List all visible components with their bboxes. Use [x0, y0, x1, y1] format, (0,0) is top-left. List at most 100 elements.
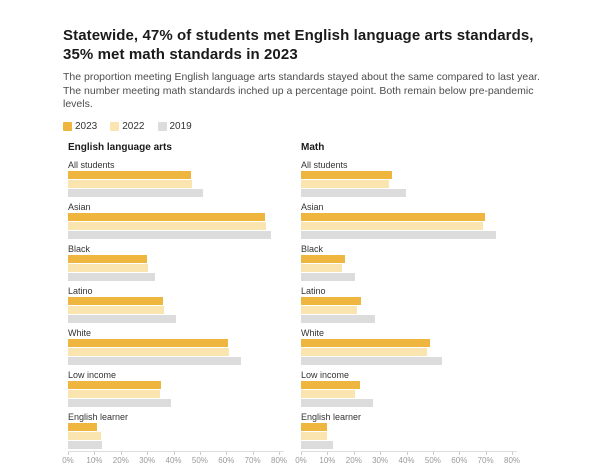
x-axis-tick: [301, 451, 302, 455]
chart-math-header: Math: [301, 141, 325, 153]
bar-group-black: Black: [68, 244, 286, 281]
chart-english-language-arts: English language arts All students Asian B…: [62, 141, 287, 468]
bar-latino-2023: [301, 296, 361, 305]
x-axis-tick-label: 0%: [295, 455, 307, 465]
chart-subtitle: The proportion meeting English language …: [63, 71, 540, 110]
bar-group-low-income: Low income: [301, 370, 519, 407]
bar-asian-2023: [68, 212, 265, 221]
chart-math-bars: All students Asian Black Latino White Low inc…: [301, 160, 519, 449]
x-axis-tick-label: 50%: [191, 455, 208, 465]
bar-group-all-students: All students: [301, 160, 519, 197]
x-axis-tick-label: 0%: [62, 455, 74, 465]
bar-latino-2022: [301, 305, 358, 314]
x-axis-tick: [353, 451, 355, 455]
category-label-latino: Latino: [68, 285, 93, 296]
bar-asian-2019: [301, 230, 497, 239]
chart-english-language-arts-bars: All students Asian Black Latino White Low inc…: [68, 160, 286, 449]
chart-english-language-arts-x-axis: 0% 10% 20% 30% 40% 50% 60% 70% 80%: [62, 450, 287, 468]
bar-english-learner-2019: [68, 440, 102, 449]
x-axis-tick: [459, 451, 461, 455]
x-axis-tick-label: 40%: [165, 455, 182, 465]
x-axis-tick-label: 80%: [503, 455, 521, 465]
x-axis-tick-label: 10%: [319, 455, 336, 465]
bar-english-learner-2022: [301, 431, 327, 440]
x-axis-tick-label: 60%: [218, 455, 235, 465]
x-axis-tick-label: 30%: [139, 455, 156, 465]
bar-black-2019: [301, 272, 356, 281]
bar-english-learner-2019: [301, 440, 333, 449]
bar-low-income-2019: [68, 398, 172, 407]
bar-group-asian: Asian: [68, 202, 286, 239]
category-label-low-income: Low income: [68, 369, 117, 380]
x-axis-tick: [252, 451, 254, 455]
category-label-white: White: [301, 327, 325, 338]
chart-math: Math All students Asian Black Latino White Lo…: [295, 141, 521, 468]
bar-group-latino: Latino: [68, 286, 286, 323]
bar-all-students-2023: [68, 170, 192, 179]
category-label-low-income: Low income: [301, 369, 350, 380]
bar-group-white: White: [301, 328, 519, 365]
legend: 2023 2022 2019: [63, 121, 600, 132]
category-label-white: White: [68, 327, 92, 338]
bar-all-students-2023: [301, 170, 393, 179]
bar-group-low-income: Low income: [68, 370, 286, 407]
x-axis-tick-label: 30%: [372, 455, 389, 465]
x-axis-tick: [432, 451, 434, 455]
bar-all-students-2022: [68, 179, 193, 188]
bar-latino-2022: [68, 305, 164, 314]
bar-asian-2019: [68, 230, 272, 239]
bar-group-english-learner: English learner: [301, 412, 519, 449]
category-label-all-students: All students: [68, 159, 115, 170]
category-label-english-learner: English learner: [68, 411, 129, 422]
category-label-black: Black: [68, 243, 91, 254]
bar-black-2022: [301, 263, 342, 272]
bar-black-2023: [68, 254, 147, 263]
category-label-all-students: All students: [301, 159, 348, 170]
legend-swatch-2022: [110, 121, 120, 131]
legend-swatch-2019: [157, 121, 167, 131]
bar-all-students-2019: [301, 188, 406, 197]
category-label-asian: Asian: [301, 201, 324, 212]
bar-asian-2023: [301, 212, 485, 221]
x-axis-tick: [147, 451, 149, 455]
bar-all-students-2022: [301, 179, 390, 188]
x-axis-tick: [380, 451, 382, 455]
x-axis-tick-label: 20%: [345, 455, 362, 465]
bar-white-2019: [68, 356, 241, 365]
category-label-black: Black: [301, 243, 324, 254]
x-axis-tick: [120, 451, 122, 455]
chart-english-language-arts-header: English language arts: [68, 141, 172, 153]
x-axis-tick: [485, 451, 487, 455]
bar-low-income-2023: [301, 380, 361, 389]
x-axis-tick: [173, 451, 175, 455]
bar-low-income-2023: [68, 380, 161, 389]
bar-low-income-2022: [68, 389, 160, 398]
legend-label: 2022: [122, 120, 145, 132]
legend-swatch-2023: [63, 121, 72, 131]
bar-black-2023: [301, 254, 345, 263]
bar-white-2022: [68, 347, 230, 356]
bar-latino-2019: [68, 314, 176, 323]
x-axis-tick: [279, 451, 280, 455]
x-axis-tick: [68, 451, 69, 455]
bar-english-learner-2023: [301, 422, 328, 431]
bar-white-2019: [301, 356, 443, 365]
category-label-asian: Asian: [68, 201, 91, 212]
x-axis-tick: [199, 451, 201, 455]
bar-group-black: Black: [301, 244, 519, 281]
bar-low-income-2022: [301, 389, 356, 398]
x-axis-tick-label: 40%: [398, 455, 415, 465]
bar-group-latino: Latino: [301, 286, 519, 323]
x-axis-tick: [226, 451, 228, 455]
bar-black-2019: [68, 272, 155, 281]
bar-latino-2023: [68, 296, 163, 305]
bar-white-2022: [301, 347, 427, 356]
legend-item-2019: 2019: [157, 121, 192, 132]
bar-white-2023: [301, 338, 430, 347]
bar-all-students-2019: [68, 188, 203, 197]
x-axis-tick: [512, 451, 513, 455]
legend-label: 2023: [75, 120, 98, 132]
x-axis-tick-label: 20%: [112, 455, 129, 465]
bar-white-2023: [68, 338, 228, 347]
chart-math-x-axis: 0% 10% 20% 30% 40% 50% 60% 70% 80%: [295, 450, 521, 468]
